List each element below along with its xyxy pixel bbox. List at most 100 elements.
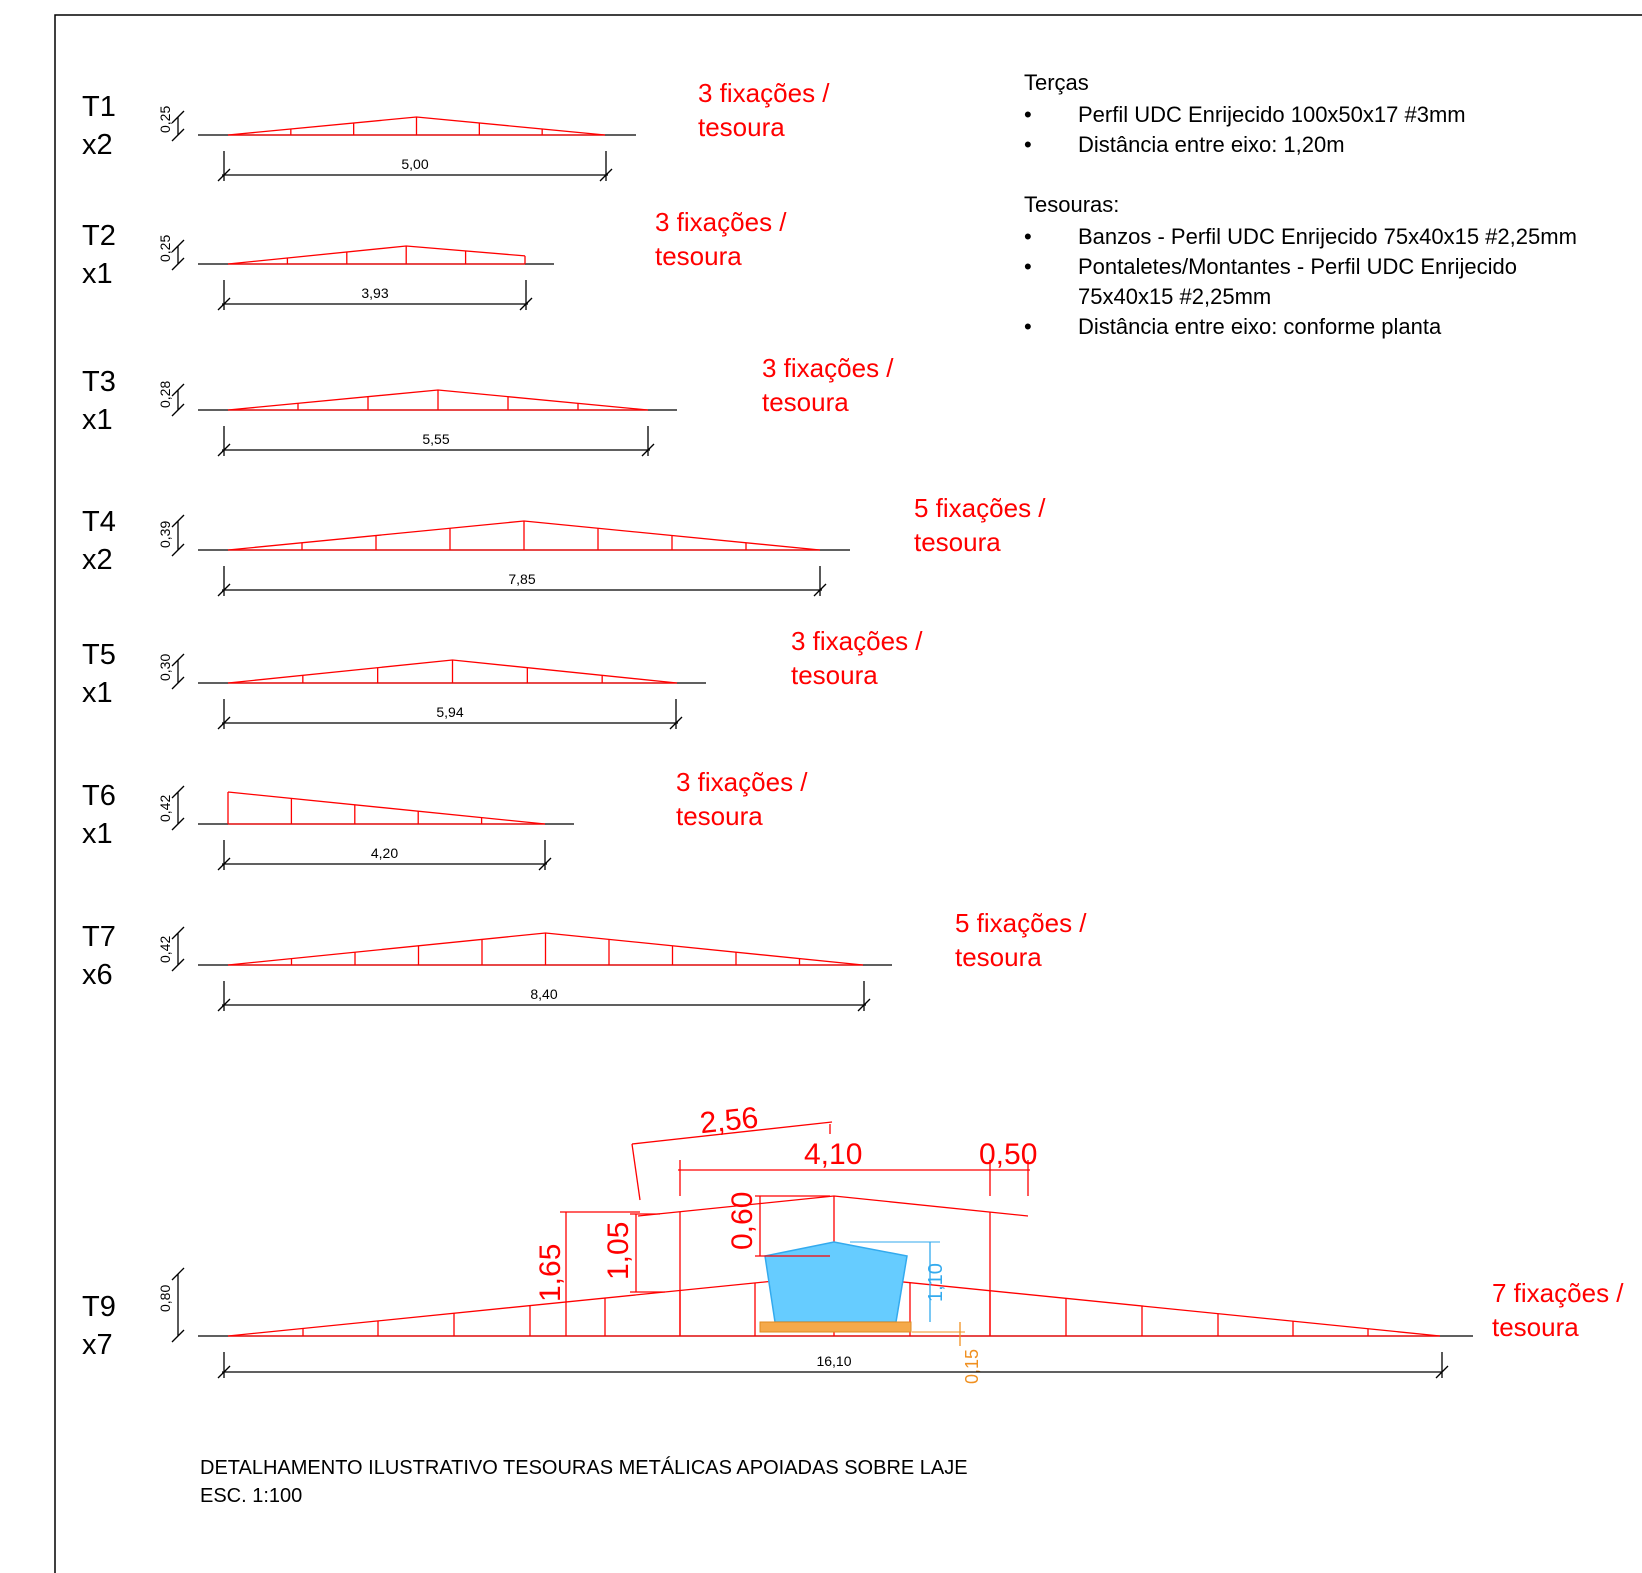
- height-tick: [171, 110, 185, 124]
- bullet: •: [1024, 254, 1032, 279]
- tercas-item-2: Distância entre eixo: 1,20m: [1078, 132, 1345, 157]
- dim-050-label: 0,50: [979, 1138, 1037, 1171]
- height-label: 0,42: [157, 936, 173, 963]
- span-label: 4,20: [371, 845, 398, 861]
- span-label: 5,00: [401, 156, 428, 172]
- fix-line2: tesoura: [955, 942, 1042, 972]
- span-tick: [857, 998, 871, 1012]
- span-tick: [217, 168, 231, 182]
- t9-height-label: 0,80: [157, 1285, 173, 1312]
- truss-count: x2: [82, 544, 113, 576]
- height-tick: [171, 543, 185, 557]
- span-tick: [641, 443, 655, 457]
- span-tick: [217, 443, 231, 457]
- drawing-title: DETALHAMENTO ILUSTRATIVO TESOURAS METÁLI…: [200, 1456, 968, 1479]
- t9-fix-line2: tesoura: [1492, 1312, 1579, 1342]
- dim-105-label: 1,05: [602, 1222, 635, 1280]
- t9-span-tick: [1435, 1365, 1449, 1379]
- height-label: 0,42: [157, 795, 173, 822]
- span-tick: [217, 716, 231, 730]
- height-tick: [171, 817, 185, 831]
- water-tank: [764, 1241, 908, 1323]
- tercas-title: Terças: [1024, 70, 1089, 95]
- span-tick: [217, 297, 231, 311]
- fix-line2: tesoura: [676, 801, 763, 831]
- height-tick: [171, 785, 185, 799]
- fix-line1: 3 fixações /: [698, 78, 830, 108]
- truss-t5: T5 x1 0,30 5,94 3 fixações / tesoura: [82, 626, 923, 730]
- span-tick: [669, 716, 683, 730]
- tercas-item-1: Perfil UDC Enrijecido 100x50x17 #3mm: [1078, 102, 1466, 127]
- height-label: 0,39: [157, 521, 173, 548]
- height-label: 0,30: [157, 654, 173, 681]
- truss-count: x6: [82, 959, 113, 991]
- height-tick: [171, 403, 185, 417]
- dim-256-ext: [631, 1143, 641, 1201]
- fix-line2: tesoura: [914, 527, 1001, 557]
- truss-id: T6: [82, 780, 116, 812]
- drawing-scale: ESC. 1:100: [200, 1485, 302, 1507]
- fix-line1: 3 fixações /: [762, 353, 894, 383]
- truss-count: x1: [82, 818, 113, 850]
- truss-count: x1: [82, 404, 113, 436]
- height-label: 0,25: [157, 106, 173, 133]
- span-tick: [813, 583, 827, 597]
- t9-height-tick: [171, 1267, 185, 1281]
- height-tick: [171, 514, 185, 528]
- truss-count: x2: [82, 129, 113, 161]
- truss-t6: T6 x1 0,42 4,20 3 fixações / tesoura: [82, 767, 808, 871]
- truss-t7: T7 x6 0,42 8,40 5 fixações / tesoura: [82, 908, 1087, 1012]
- height-label: 0,25: [157, 235, 173, 262]
- t9-upper-chord: [637, 1195, 1029, 1217]
- span-label: 8,40: [530, 986, 557, 1002]
- span-tick: [519, 297, 533, 311]
- height-tick: [171, 383, 185, 397]
- dim-015-label: 0,15: [962, 1349, 982, 1384]
- span-label: 5,55: [422, 431, 449, 447]
- dim-060-label: 0,60: [726, 1192, 759, 1250]
- fix-line1: 3 fixações /: [791, 626, 923, 656]
- top-chord: [227, 791, 546, 825]
- t9-span-tick: [217, 1365, 231, 1379]
- tesouras-title: Tesouras:: [1024, 192, 1119, 217]
- height-tick: [171, 128, 185, 142]
- dim-256-line: [631, 1121, 833, 1145]
- bullet: •: [1024, 224, 1032, 249]
- top-chord: [227, 245, 526, 265]
- fix-line1: 5 fixações /: [914, 493, 1046, 523]
- dim-256-label: 2,56: [698, 1101, 760, 1140]
- span-label: 7,85: [508, 571, 535, 587]
- fix-line2: tesoura: [791, 660, 878, 690]
- truss-id: T5: [82, 639, 116, 671]
- truss-id: T3: [82, 366, 116, 398]
- notes-block: Terças • Perfil UDC Enrijecido 100x50x17…: [1024, 70, 1577, 339]
- dim-410-label: 4,10: [804, 1138, 862, 1171]
- fix-line2: tesoura: [698, 112, 785, 142]
- tesouras-item-2-continuation: 75x40x15 #2,25mm: [1078, 284, 1271, 309]
- truss-t2: T2 x1 0,25 3,93 3 fixações / tesoura: [82, 207, 787, 311]
- truss-count: x1: [82, 258, 113, 290]
- truss-t3: T3 x1 0,28 5,55 3 fixações / tesoura: [82, 353, 894, 457]
- fix-line1: 3 fixações /: [676, 767, 808, 797]
- span-tick: [217, 583, 231, 597]
- span-tick: [538, 857, 552, 871]
- t9-span-label: 16,10: [816, 1353, 851, 1369]
- span-label: 5,94: [436, 704, 463, 720]
- tesouras-item-3: Distância entre eixo: conforme planta: [1078, 314, 1442, 339]
- sheet-frame: [54, 14, 1642, 1573]
- height-tick: [171, 257, 185, 271]
- span-label: 3,93: [361, 285, 388, 301]
- truss-t9-count: x7: [82, 1329, 113, 1361]
- trusses-layer: T1 x2 0,25 5,00 3 fixações / tesoura T2 x1 0,25 3…: [82, 78, 1087, 1012]
- dim-110-label: 1,10: [925, 1263, 947, 1302]
- tesouras-item-2: Pontaletes/Montantes - Perfil UDC Enrije…: [1078, 254, 1517, 279]
- tank-base-slab: [759, 1321, 912, 1333]
- truss-id: T7: [82, 921, 116, 953]
- fix-line2: tesoura: [655, 241, 742, 271]
- dim-165-label: 1,65: [534, 1244, 567, 1302]
- truss-t1: T1 x2 0,25 5,00 3 fixações / tesoura: [82, 78, 830, 182]
- truss-t9: T9 x7 0,80 2,56 4,10 0,50: [82, 1101, 1624, 1384]
- height-tick: [171, 926, 185, 940]
- fix-line1: 5 fixações /: [955, 908, 1087, 938]
